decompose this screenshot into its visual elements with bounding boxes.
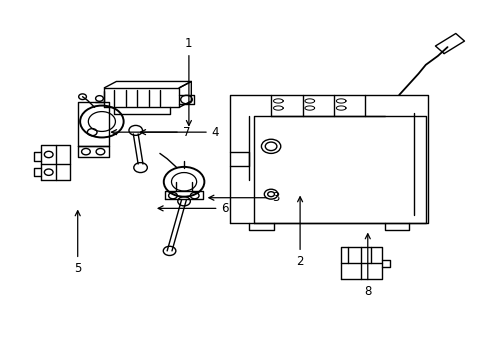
Text: 6: 6 — [158, 202, 228, 215]
Text: 5: 5 — [74, 211, 81, 275]
Text: 3: 3 — [208, 191, 279, 204]
Text: 4: 4 — [140, 126, 219, 139]
Text: 2: 2 — [296, 197, 303, 268]
Text: 8: 8 — [364, 234, 371, 298]
Text: 7: 7 — [111, 126, 190, 139]
Text: 1: 1 — [185, 37, 192, 126]
